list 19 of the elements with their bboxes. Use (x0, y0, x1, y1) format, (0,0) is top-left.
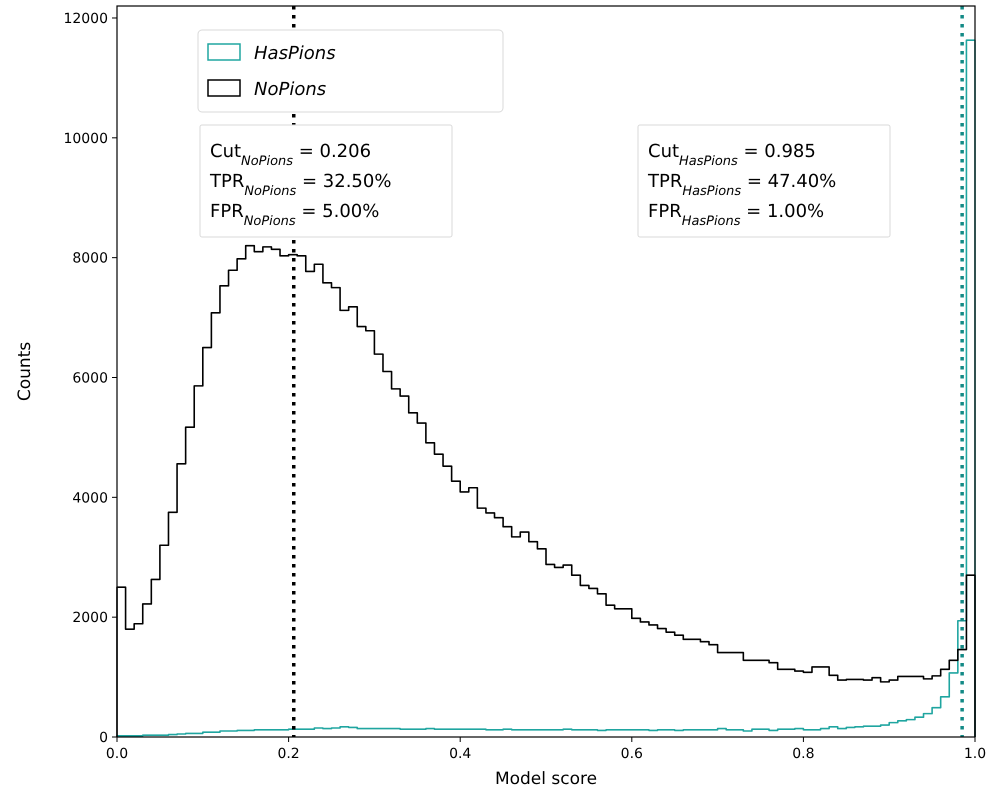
x-tick-label: 0.8 (792, 746, 815, 762)
text: Cut$_{NoPions}$ = 0.206 TPR$_{NoPions}$ = 32.50% FPR$_{NoPions}$ = 5.00% (210, 141, 392, 228)
y-tick-label: 4000 (72, 490, 108, 506)
legend-label: HasPions (254, 43, 336, 64)
x-tick-label: 0.4 (449, 746, 472, 762)
legend-label: NoPions (254, 79, 326, 100)
y-tick-label: 12000 (63, 10, 108, 27)
x-tick-label: 0.2 (277, 746, 300, 762)
y-axis-title: Counts (15, 342, 35, 402)
y-tick-label: 8000 (72, 250, 108, 267)
x-tick-label: 0.6 (620, 746, 644, 762)
y-tick-label: 6000 (72, 370, 108, 386)
x-tick-label: 0.0 (106, 746, 128, 762)
x-axis-title: Model score (494, 769, 598, 789)
y-tick-label: 10000 (63, 130, 108, 147)
x-tick-label: 1.0 (964, 746, 986, 762)
y-tick-label: 2000 (72, 610, 108, 626)
text: Cut$_{HasPions}$ = 0.985 TPR$_{HasPions}$ = 47.40% FPR$_{HasPions}$ = 1.00% (648, 141, 836, 228)
y-tick-label: 0 (99, 730, 108, 746)
